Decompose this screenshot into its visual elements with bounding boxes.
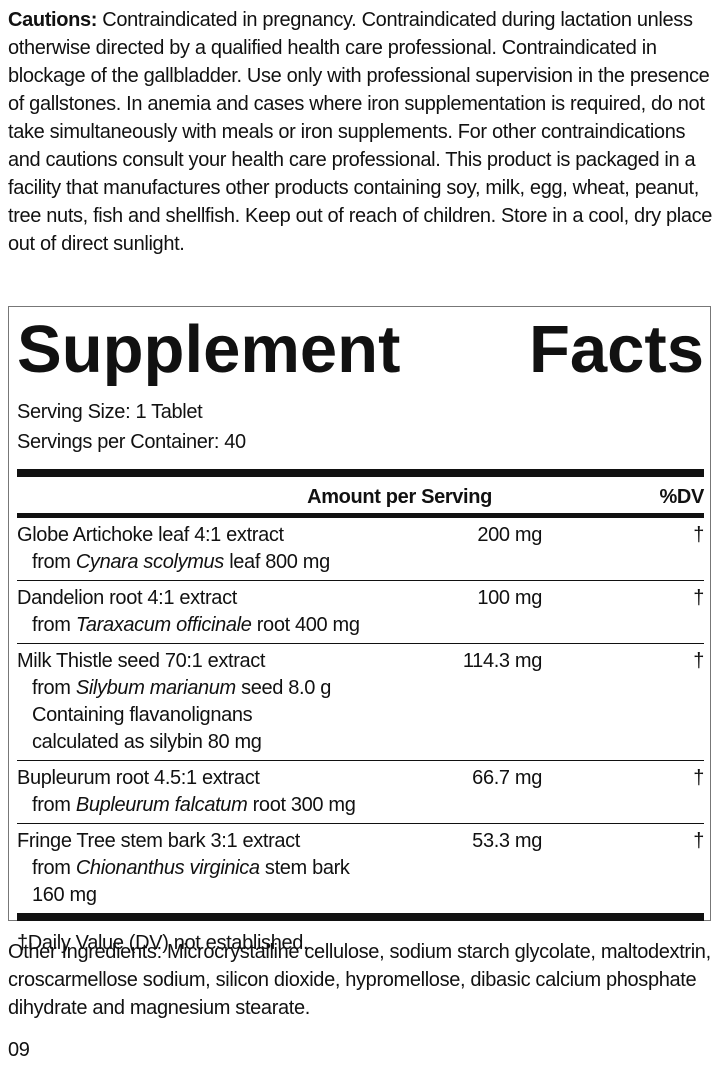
species: Cynara scolymus xyxy=(75,551,224,573)
rule xyxy=(17,513,704,518)
dv: † xyxy=(693,830,704,852)
dv: † xyxy=(693,587,704,609)
rule xyxy=(17,913,704,921)
title-word: Facts xyxy=(528,312,704,387)
footnote: †Daily Value (DV) not established. xyxy=(17,932,309,954)
species: Bupleurum falcatum xyxy=(75,794,248,816)
amount: 66.7 mg xyxy=(472,767,542,789)
ingredient-row: Milk Thistle seed 70:1 extract from Silyb… xyxy=(17,644,704,760)
ingredient: Fringe Tree stem bark 3:1 extract from Ch… xyxy=(17,828,362,909)
ingredient: Dandelion root 4:1 extract from Taraxacum… xyxy=(17,585,362,639)
ingredient: Bupleurum root 4.5:1 extract from Bupleur… xyxy=(17,765,362,819)
source-prefix: from xyxy=(32,857,71,879)
ingredient: Globe Artichoke leaf 4:1 extract from Cyn… xyxy=(17,522,362,576)
cautions: Cautions: Contraindicated in pregnancy. … xyxy=(8,6,714,258)
rule xyxy=(17,823,704,824)
source-suffix: leaf 800 mg xyxy=(229,551,330,573)
ingredient-note: calculated as silybin 80 mg xyxy=(32,731,262,753)
source-prefix: from xyxy=(32,677,71,699)
species: Chionanthus virginica xyxy=(75,857,260,879)
code: 09 xyxy=(8,1039,30,1061)
amount: 100 mg xyxy=(477,587,542,609)
amount: 114.3 mg xyxy=(462,650,542,672)
dv: † xyxy=(693,524,704,546)
source-suffix: stem bark 160 mg xyxy=(32,857,350,906)
ingredient-note: Containing flavanolignans xyxy=(32,704,253,726)
amount: 53.3 mg xyxy=(472,830,542,852)
rows: Globe Artichoke leaf 4:1 extract from Cyn… xyxy=(17,518,704,913)
source-suffix: seed 8.0 g xyxy=(241,677,331,699)
species: Silybum marianum xyxy=(75,677,236,699)
ingredient-name: Globe Artichoke leaf 4:1 extract xyxy=(17,524,284,546)
ingredient-name: Bupleurum root 4.5:1 extract xyxy=(17,767,260,789)
title-word: Supplement xyxy=(17,312,401,387)
ingredient-name: Fringe Tree stem bark 3:1 extract xyxy=(17,830,301,852)
header: Amount per Serving %DV xyxy=(17,477,704,513)
rule xyxy=(17,469,704,477)
dv-header: %DV xyxy=(659,486,704,508)
servings: Servings per Container: 40 xyxy=(17,431,246,453)
cautions-label: Cautions: xyxy=(8,9,98,31)
ingredient-row: Globe Artichoke leaf 4:1 extract from Cyn… xyxy=(17,518,704,580)
source-suffix: root 300 mg xyxy=(252,794,356,816)
amount-header: Amount per Serving xyxy=(307,486,492,508)
source-suffix: root 400 mg xyxy=(256,614,360,636)
facts-body: Serving Size: 1 Tablet Servings per Cont… xyxy=(9,397,710,963)
ingredient-row: Fringe Tree stem bark 3:1 extract from Ch… xyxy=(17,824,704,913)
ingredient-name: Milk Thistle seed 70:1 extract xyxy=(17,650,266,672)
ingredient: Milk Thistle seed 70:1 extract from Silyb… xyxy=(17,648,362,756)
species: Taraxacum officinale xyxy=(75,614,252,636)
ingredient-name: Dandelion root 4:1 extract xyxy=(17,587,237,609)
ingredient-source: from Bupleurum falcatum root 300 mg xyxy=(17,792,362,819)
ingredient-source: from Chionanthus virginica stem bark 160… xyxy=(17,855,362,909)
rule xyxy=(17,760,704,761)
serving-size: Serving Size: 1 Tablet xyxy=(17,401,203,423)
ingredient-row: Dandelion root 4:1 extract from Taraxacum… xyxy=(17,581,704,643)
rule xyxy=(17,580,704,581)
ingredient-source: from Cynara scolymus leaf 800 mg xyxy=(17,549,362,576)
source-prefix: from xyxy=(32,551,71,573)
dv: † xyxy=(693,650,704,672)
source-prefix: from xyxy=(32,614,71,636)
supplement-facts: Supplement Facts Serving Size: 1 Tablet S… xyxy=(8,306,711,954)
other-ingredients: Other Ingredients: Microcrystalline cell… xyxy=(8,941,711,1019)
source-prefix: from xyxy=(32,794,71,816)
ingredient-source: from Silybum marianum seed 8.0 g xyxy=(17,675,362,702)
cautions-text: Contraindicated in pregnancy. Contraindi… xyxy=(8,9,713,255)
facts-title: Supplement Facts xyxy=(17,315,704,385)
dv: † xyxy=(693,767,704,789)
ingredient-row: Bupleurum root 4.5:1 extract from Bupleur… xyxy=(17,761,704,823)
ingredient-source: from Taraxacum officinale root 400 mg xyxy=(17,612,362,639)
amount: 200 mg xyxy=(477,524,542,546)
rule xyxy=(17,643,704,644)
